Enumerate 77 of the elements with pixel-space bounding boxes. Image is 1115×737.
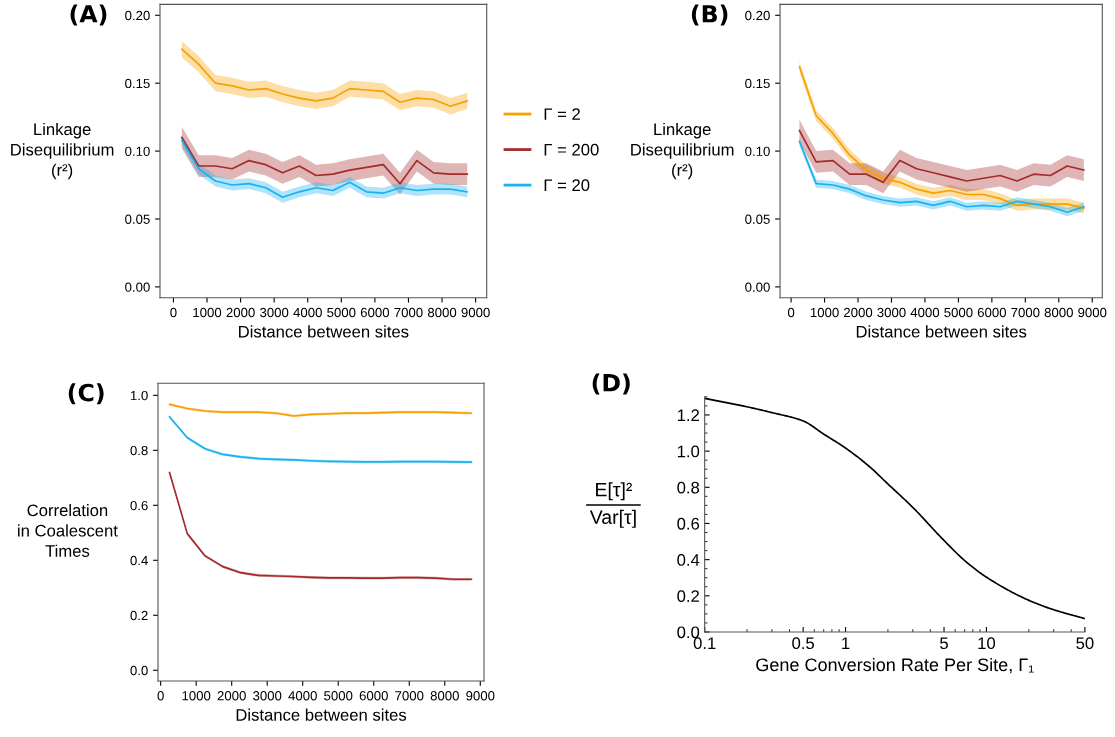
x-tick-label: 3000: [877, 307, 906, 318]
chart-title: (A): [70, 4, 107, 26]
x-axis-title: Distance between sites: [239, 325, 409, 338]
x-tick-label: 10: [978, 637, 996, 650]
y-tick-label: 0.2: [130, 610, 148, 621]
y-tick-label: 0.00: [745, 282, 770, 292]
line-series: [180, 48, 469, 108]
x-tick-label: 0.5: [792, 637, 815, 650]
x-tick-label: 5: [940, 637, 948, 650]
y-tick-label: 0.15: [745, 78, 770, 89]
x-tick-label: 4000: [910, 307, 940, 318]
x-tick-label: 1: [842, 637, 850, 649]
x-axis-title: Gene Conversion Rate Per Site, Γ₁: [756, 657, 1034, 674]
y-tick-label: 0.2: [677, 590, 699, 603]
x-tick-label: 1000: [182, 691, 211, 701]
line-series: [798, 129, 1085, 184]
y-axis-title: Linkage Disequilibrium (r²): [631, 122, 734, 180]
y-axis-title: E[τ]² Var[τ]: [589, 482, 636, 528]
x-tick-label: 8000: [1044, 307, 1073, 318]
x-tick-label: 5000: [327, 307, 356, 318]
y-tick-label: 0.4: [677, 554, 700, 566]
x-tick-label: 9000: [461, 307, 490, 318]
x-tick-label: 6000: [360, 307, 390, 318]
y-tick-label: 0.0: [677, 626, 700, 639]
y-tick-label: 0.0: [130, 665, 148, 676]
y-tick-label: 0.15: [125, 78, 150, 89]
y-tick-label: 1.0: [130, 390, 148, 401]
x-tick-label: 9000: [466, 691, 495, 701]
legend-label: Γ = 2: [544, 108, 580, 120]
y-tick-label: 1.2: [677, 409, 699, 421]
x-tick-label: 5000: [944, 307, 973, 318]
x-tick-label: 4000: [288, 691, 317, 701]
x-tick-label: 9000: [1078, 307, 1107, 318]
y-axis-title: Correlation in Coalescent Times: [18, 503, 118, 557]
x-tick-label: 6000: [359, 691, 388, 701]
x-tick-label: 1000: [193, 307, 222, 318]
y-tick-label: 0.6: [677, 517, 700, 530]
y-tick-label: 0.4: [130, 555, 148, 566]
legend-label: Γ = 200: [544, 143, 599, 156]
y-tick-label: 0.00: [125, 282, 150, 292]
x-tick-label: 0: [170, 307, 177, 318]
y-axis-title: Linkage Disequilibrium (r²): [11, 122, 114, 180]
x-tick-label: 2000: [217, 691, 246, 701]
x-axis-title: Distance between sites: [856, 325, 1027, 338]
x-tick-label: 1000: [810, 307, 839, 318]
x-tick-label: 8000: [430, 691, 459, 701]
x-tick-label: 8000: [427, 307, 457, 318]
y-tick-label: 1.0: [677, 445, 700, 458]
y-tick-label: 0.20: [125, 10, 150, 21]
y-tick-label: 0.8: [130, 445, 148, 456]
x-tick-label: 50: [1076, 637, 1094, 650]
x-tick-label: 7000: [395, 691, 424, 701]
legend-label: Γ = 20: [544, 179, 590, 192]
x-tick-label: 0: [157, 691, 164, 701]
x-tick-label: 5000: [324, 691, 353, 701]
x-tick-label: 7000: [1011, 307, 1040, 318]
y-tick-label: 0.10: [745, 146, 770, 156]
x-tick-label: 0.1: [693, 637, 716, 650]
x-tick-label: 4000: [293, 307, 322, 318]
chart-title: (B): [691, 4, 728, 26]
x-tick-label: 2000: [844, 307, 873, 318]
x-axis-title: Distance between sites: [236, 708, 407, 721]
x-tick-label: 7000: [394, 307, 423, 318]
line-series: [180, 136, 469, 185]
y-tick-label: 0.05: [125, 214, 150, 224]
y-tick-label: 0.10: [125, 146, 150, 156]
chart-title: (D): [592, 373, 630, 395]
x-tick-label: 3000: [259, 307, 289, 318]
y-tick-label: 0.8: [677, 481, 700, 494]
y-tick-label: 0.20: [745, 10, 770, 21]
x-tick-label: 3000: [253, 691, 282, 701]
x-tick-label: 6000: [977, 307, 1007, 318]
y-tick-label: 0.6: [130, 500, 148, 511]
x-tick-label: 0: [787, 307, 795, 318]
y-tick-label: 0.05: [745, 214, 770, 224]
x-tick-label: 2000: [226, 307, 255, 318]
chart-title: (C): [68, 383, 104, 405]
